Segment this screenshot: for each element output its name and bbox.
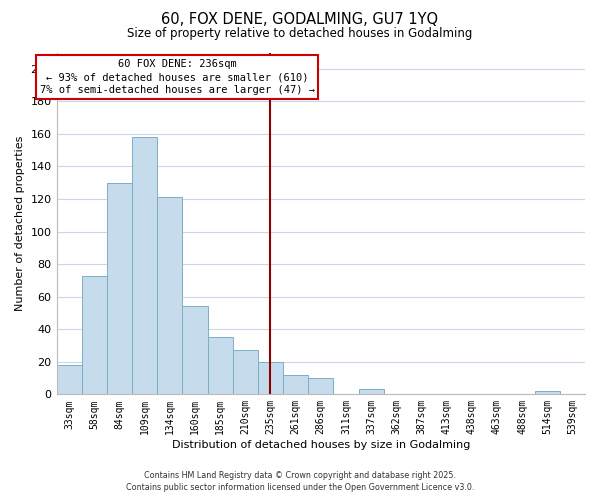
Bar [56, 365, 82, 394]
Bar [157, 198, 182, 394]
Text: 60 FOX DENE: 236sqm
← 93% of detached houses are smaller (610)
7% of semi-detach: 60 FOX DENE: 236sqm ← 93% of detached ho… [40, 59, 315, 96]
Bar [182, 306, 208, 394]
Bar [82, 276, 107, 394]
X-axis label: Distribution of detached houses by size in Godalming: Distribution of detached houses by size … [172, 440, 470, 450]
Bar [233, 350, 258, 395]
Bar [132, 137, 157, 394]
Text: Contains HM Land Registry data © Crown copyright and database right 2025.
Contai: Contains HM Land Registry data © Crown c… [126, 471, 474, 492]
Y-axis label: Number of detached properties: Number of detached properties [15, 136, 25, 311]
Bar [208, 338, 233, 394]
Text: Size of property relative to detached houses in Godalming: Size of property relative to detached ho… [127, 28, 473, 40]
Bar [107, 182, 132, 394]
Bar [308, 378, 334, 394]
Bar [258, 362, 283, 394]
Bar [535, 391, 560, 394]
Text: 60, FOX DENE, GODALMING, GU7 1YQ: 60, FOX DENE, GODALMING, GU7 1YQ [161, 12, 439, 28]
Bar [359, 390, 383, 394]
Bar [283, 375, 308, 394]
